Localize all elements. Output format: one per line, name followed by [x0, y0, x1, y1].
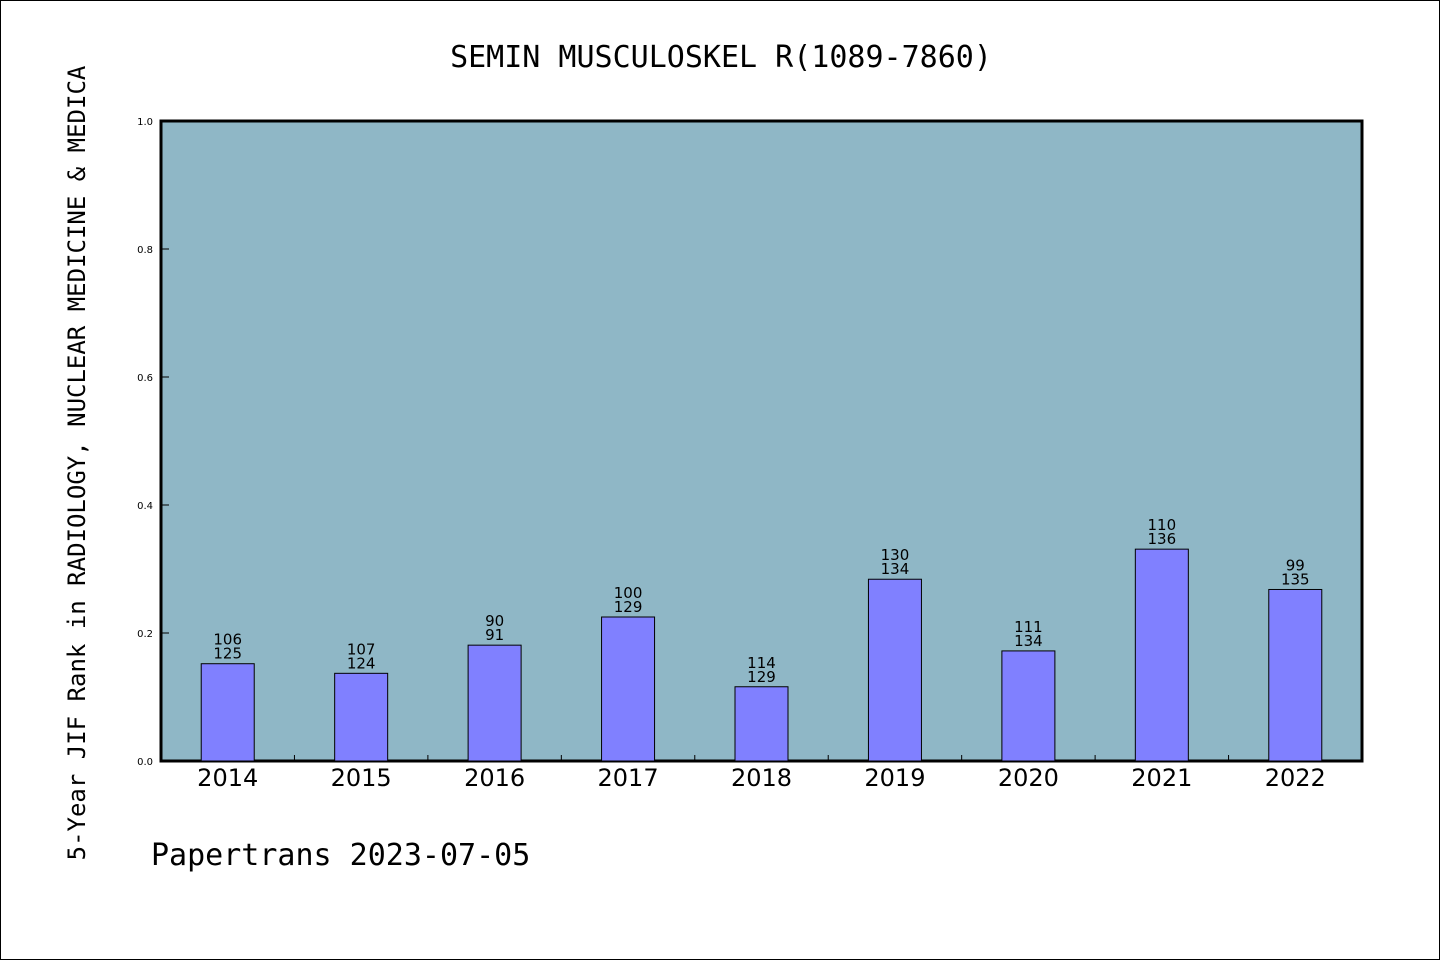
chart-title: SEMIN MUSCULOSKEL R(1089-7860) — [450, 40, 992, 75]
y-axis: 0.0 0.2 0.4 0.6 0.8 1.0 — [137, 117, 169, 768]
bar-2019 — [867, 578, 922, 762]
x-tick-label: 2016 — [464, 764, 525, 792]
y-tick-label: 0.2 — [137, 629, 153, 640]
rank-label: 100 — [614, 584, 643, 602]
bar-2014 — [200, 663, 255, 762]
x-tick-label: 2015 — [331, 764, 392, 792]
y-tick-label: 0.6 — [137, 373, 153, 384]
total-label: 134 — [881, 560, 910, 578]
x-tick-label: 2017 — [598, 764, 659, 792]
total-label: 135 — [1281, 570, 1310, 588]
footer-credit: Papertrans 2023-07-05 — [151, 838, 530, 873]
x-tick-label: 2018 — [731, 764, 792, 792]
rank-label: 130 — [881, 546, 910, 564]
x-tick-label: 2014 — [197, 764, 258, 792]
rank-label: 99 — [1286, 556, 1305, 574]
total-label: 125 — [213, 645, 242, 663]
rank-label: 114 — [747, 654, 776, 672]
rank-label: 110 — [1148, 516, 1177, 534]
y-tick-label: 0.0 — [137, 757, 153, 768]
x-tick-label: 2021 — [1131, 764, 1192, 792]
total-label: 134 — [1014, 632, 1043, 650]
bar-2018 — [734, 686, 789, 762]
bar-2022 — [1268, 588, 1323, 762]
bar-2021 — [1134, 548, 1189, 762]
x-tick-label: 2020 — [998, 764, 1059, 792]
total-label: 91 — [485, 626, 504, 644]
y-axis-label: 5-Year JIF Rank in RADIOLOGY, NUCLEAR ME… — [63, 65, 91, 860]
rank-label: 111 — [1014, 618, 1043, 636]
total-label: 124 — [347, 654, 376, 672]
rank-label: 106 — [213, 631, 242, 649]
bar-2020 — [1001, 650, 1056, 762]
bar-2015 — [334, 672, 389, 762]
rank-label: 107 — [347, 640, 376, 658]
bar-2017 — [601, 616, 656, 762]
x-tick-label: 2022 — [1265, 764, 1326, 792]
y-tick-label: 0.8 — [137, 245, 153, 256]
y-tick-label: 1.0 — [137, 117, 153, 128]
bar-series — [200, 548, 1323, 762]
x-tick-label: 2019 — [864, 764, 925, 792]
y-tick-label: 0.4 — [137, 501, 153, 512]
x-axis: 2014 2015 2016 2017 2018 2019 2020 2021 2022 — [197, 755, 1326, 792]
total-label: 136 — [1148, 530, 1177, 548]
bar-2016 — [467, 644, 522, 762]
total-label: 129 — [747, 668, 776, 686]
rank-label: 90 — [485, 612, 504, 630]
total-label: 129 — [614, 598, 643, 616]
